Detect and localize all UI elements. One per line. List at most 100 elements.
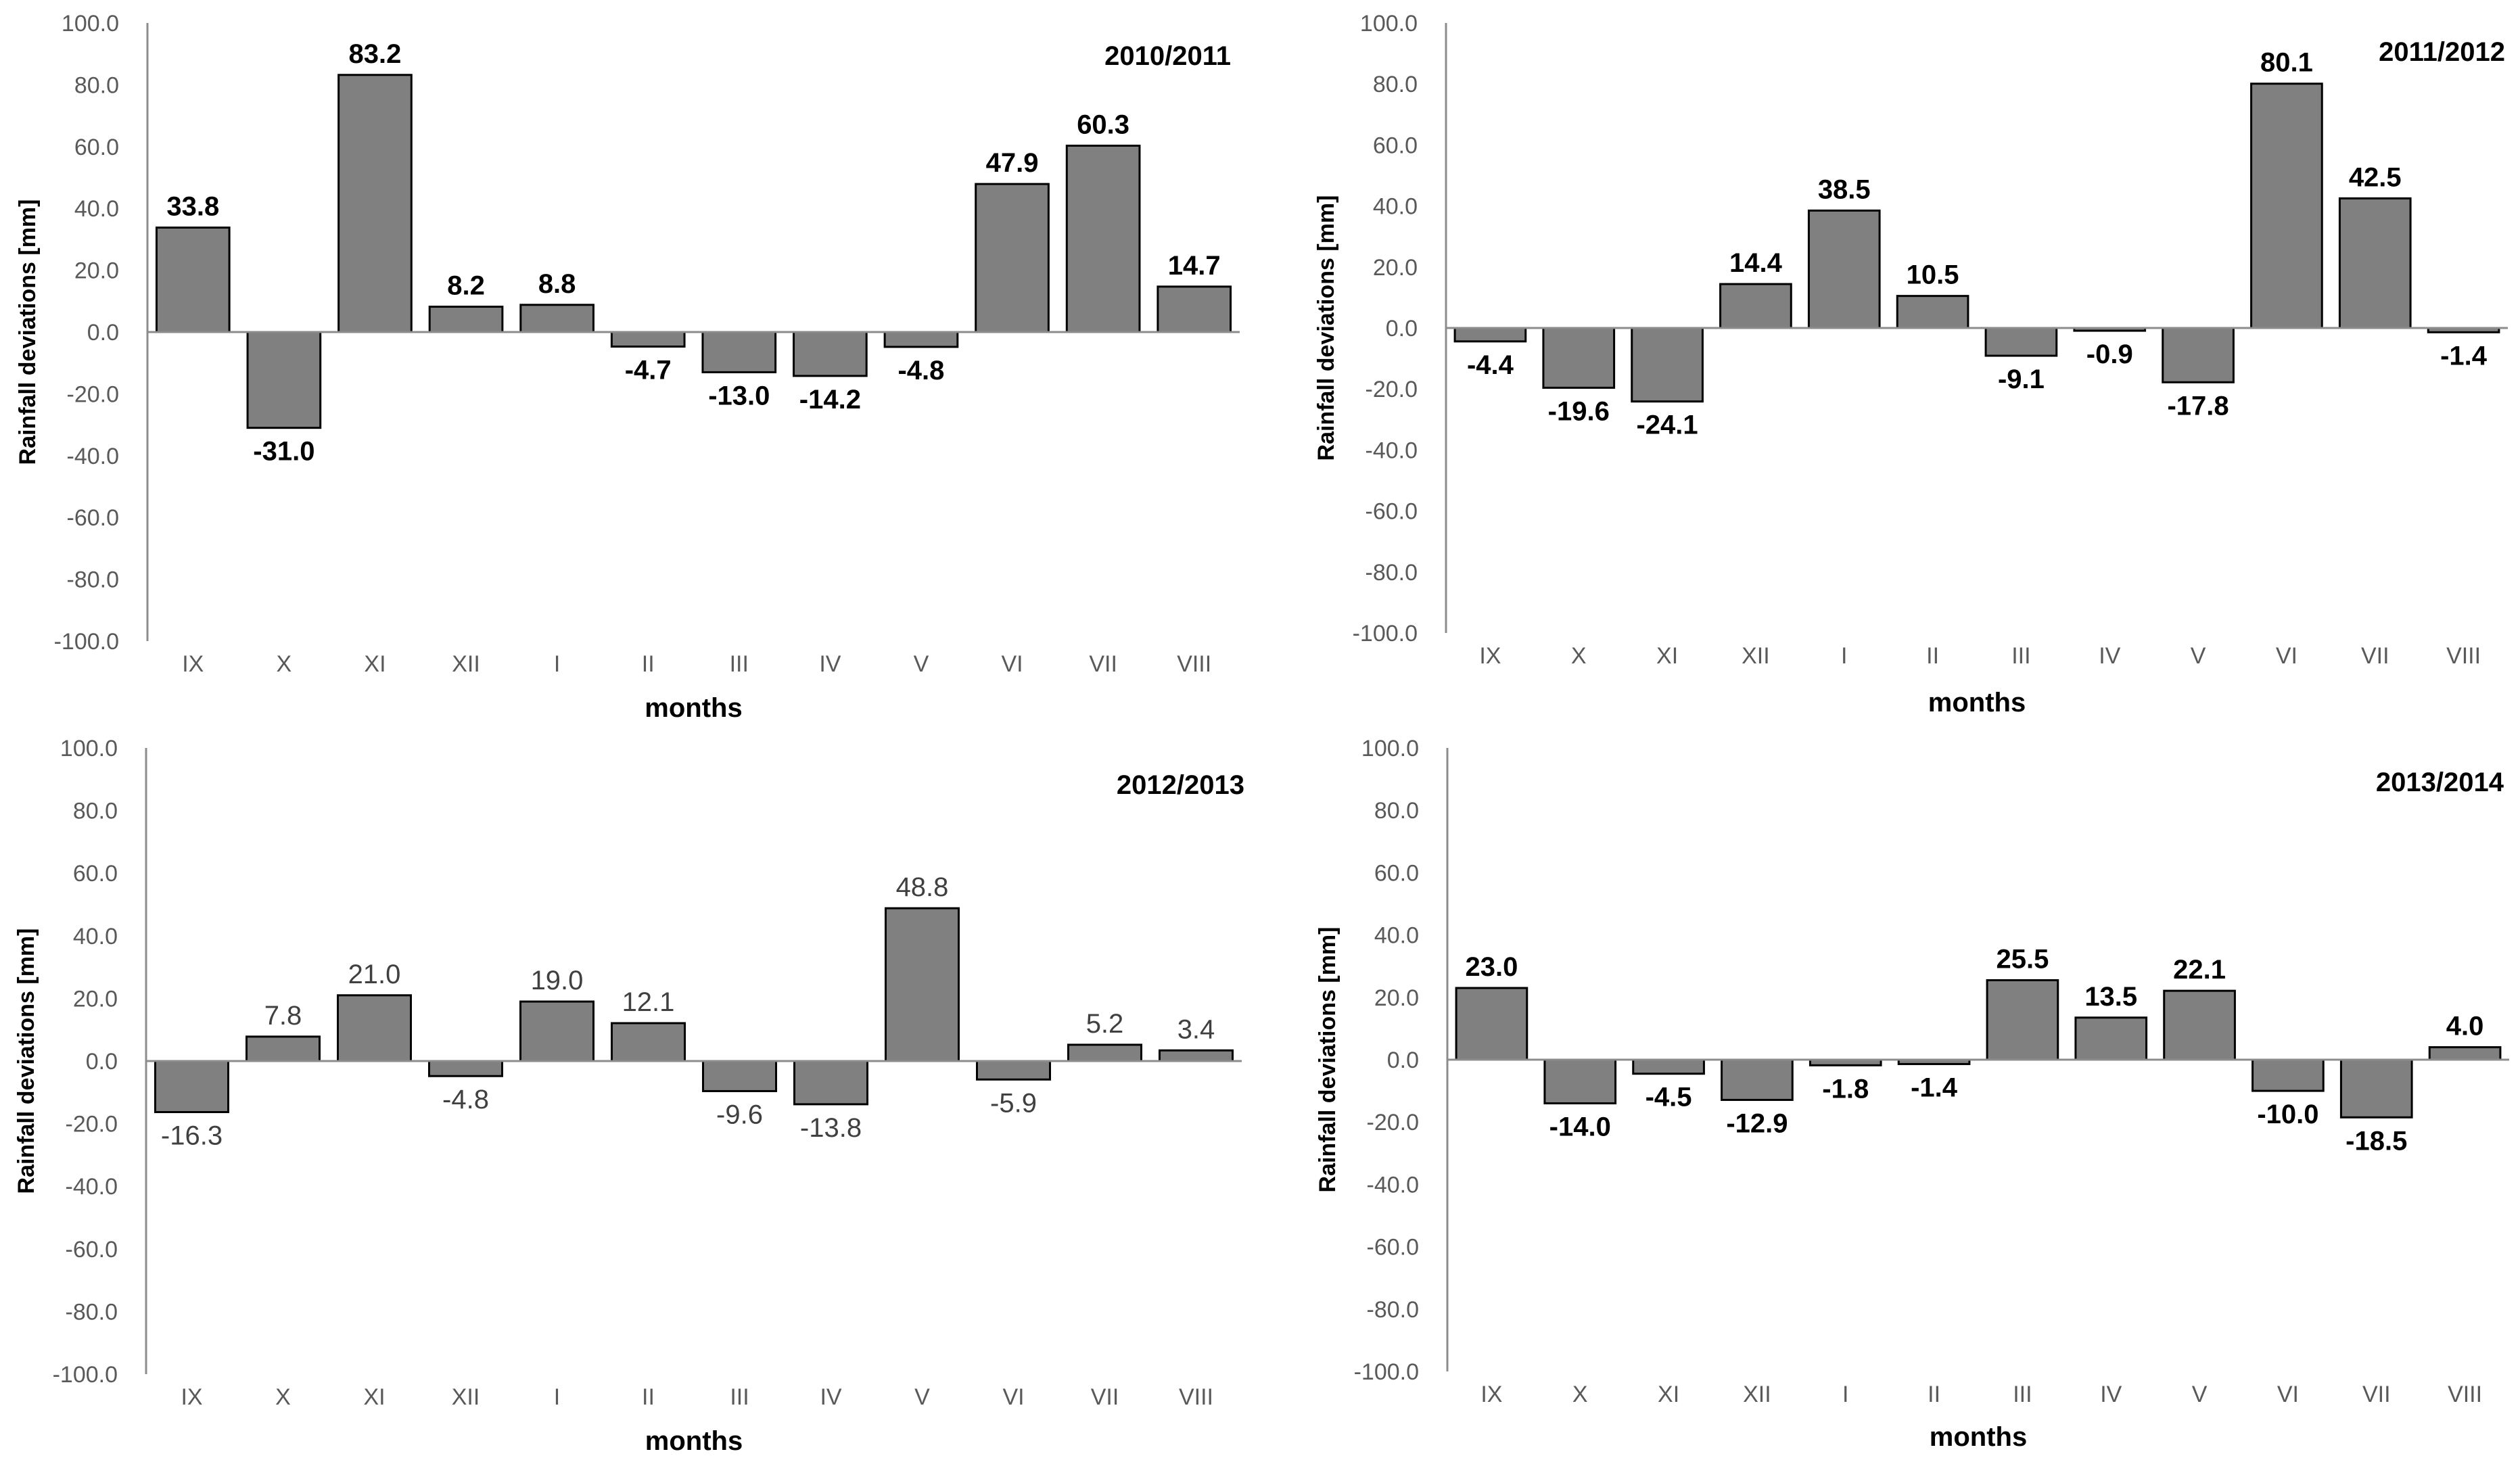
bar-v (2162, 327, 2235, 383)
data-label: -4.8 (442, 1085, 489, 1114)
bar-xii (1719, 283, 1792, 329)
y-tick-label: -100.0 (53, 1362, 118, 1388)
x-tick-label: XI (364, 651, 386, 677)
x-tick-label: I (554, 1384, 560, 1410)
x-tick-label: I (1841, 643, 1847, 669)
chart-panel-3: 100.0 80.0 60.0 40.0 20.0 0.0 -20.0 -40.0 -60.0 -… (14, 736, 1244, 1456)
x-tick-label: XII (1742, 643, 1770, 669)
x-axis-title: months (1928, 688, 2026, 718)
bar-x (1542, 327, 1616, 389)
x-tick-label: XII (1743, 1382, 1771, 1407)
data-label: -1.4 (1911, 1073, 1958, 1102)
data-label: -18.5 (2346, 1126, 2407, 1156)
x-tick-label: VI (2277, 1382, 2299, 1407)
y-tick-label: 0.0 (1386, 316, 1418, 342)
x-tick-label: XI (1658, 1382, 1679, 1407)
data-label: -13.8 (800, 1113, 862, 1143)
x-tick-label: II (642, 1384, 655, 1410)
y-tick-label: -80.0 (1366, 560, 1418, 586)
data-label: 23.0 (1465, 952, 1518, 982)
data-label: -1.8 (1822, 1074, 1869, 1104)
x-tick-label: II (642, 651, 655, 677)
y-tick-label: -20.0 (67, 381, 120, 407)
x-tick-label: V (2191, 643, 2206, 669)
chart-panel-4: 100.0 80.0 60.0 40.0 20.0 0.0 -20.0 -40.0 -60.0 -… (1315, 736, 2509, 1452)
x-tick-label: I (554, 651, 560, 677)
y-tick-label: 60.0 (74, 135, 119, 160)
x-tick-label: X (1571, 643, 1587, 669)
x-tick-label: X (1572, 1382, 1588, 1407)
data-label: -31.0 (253, 437, 314, 467)
bar-vii (1067, 1043, 1142, 1062)
y-tick-label: -60.0 (1366, 499, 1418, 525)
data-label: -19.6 (1548, 396, 1610, 426)
y-tick-label: -100.0 (54, 629, 119, 655)
data-label: 48.8 (896, 872, 949, 902)
x-tick-label: III (730, 651, 749, 677)
y-tick-label: 60.0 (1373, 133, 1418, 158)
data-label: 80.1 (2260, 48, 2313, 78)
y-tick-label: 0.0 (87, 320, 119, 346)
bar-vii (2339, 1058, 2413, 1119)
data-label: 38.5 (1818, 174, 1871, 204)
x-tick-label: VIII (1177, 651, 1211, 677)
x-tick-label: VIII (2446, 643, 2481, 669)
bar-i (1807, 209, 1881, 329)
y-tick-label: -80.0 (67, 567, 120, 593)
data-label: -16.3 (161, 1121, 223, 1150)
x-tick-label: IV (820, 1384, 841, 1410)
x-tick-label: VI (1002, 1384, 1024, 1410)
data-label: -4.4 (1467, 350, 1514, 380)
x-tick-label: VI (2276, 643, 2297, 669)
y-tick-label: 100.0 (1360, 11, 1418, 37)
y-tick-label: -20.0 (1366, 377, 1418, 402)
x-tick-label: XI (363, 1384, 385, 1410)
data-label: -13.0 (708, 381, 770, 410)
bar-iii (1986, 979, 2059, 1061)
bar-iii (1984, 327, 2058, 357)
x-tick-label: VIII (2448, 1382, 2482, 1407)
data-label: -9.1 (1998, 364, 2045, 394)
bar-iv (793, 331, 868, 377)
data-label: 33.8 (166, 192, 219, 222)
bar-xii (1721, 1058, 1794, 1101)
data-label: 14.4 (1729, 248, 1783, 278)
bar-vii (2338, 197, 2412, 329)
x-tick-label: VII (1089, 651, 1117, 677)
bar-v (885, 907, 960, 1062)
data-label: -4.8 (897, 356, 944, 385)
bar-viii (2428, 1046, 2502, 1061)
x-tick-label: XI (1656, 643, 1678, 669)
y-tick-label: 60.0 (73, 861, 118, 887)
x-tick-label: III (2013, 1382, 2032, 1407)
y-tick-label: -80.0 (66, 1299, 118, 1325)
y-tick-label: 0.0 (86, 1049, 118, 1075)
data-label: 25.5 (1996, 944, 2049, 974)
data-label: 60.3 (1077, 110, 1129, 139)
y-tick-label: 80.0 (1374, 798, 1419, 824)
x-tick-label: IX (181, 1384, 202, 1410)
data-label: 8.2 (447, 271, 485, 301)
data-label: -14.0 (1549, 1112, 1611, 1142)
y-tick-label: 20.0 (1374, 985, 1419, 1011)
bar-xi (337, 74, 413, 333)
data-label: 8.8 (538, 269, 576, 299)
bar-viii (1159, 1049, 1234, 1062)
data-label: 3.4 (1177, 1014, 1215, 1044)
data-label: 4.0 (2446, 1012, 2484, 1041)
data-label: 83.2 (349, 39, 402, 69)
data-label: 19.0 (531, 966, 584, 995)
bar-viii (1157, 285, 1232, 333)
y-tick-label: -20.0 (66, 1112, 118, 1137)
data-label: 10.5 (1907, 260, 1959, 290)
bar-vii (1065, 144, 1141, 333)
x-tick-label: VII (1091, 1384, 1119, 1410)
x-tick-label: X (277, 651, 292, 677)
x-axis-title: months (645, 1426, 743, 1456)
data-label: 13.5 (2084, 982, 2137, 1012)
bar-xii (428, 1060, 503, 1077)
y-axis-title: Rainfall deviations [mm] (1315, 927, 1340, 1193)
data-label: 47.9 (986, 148, 1039, 178)
y-tick-label: -100.0 (1353, 621, 1418, 646)
bar-iii (701, 331, 777, 373)
